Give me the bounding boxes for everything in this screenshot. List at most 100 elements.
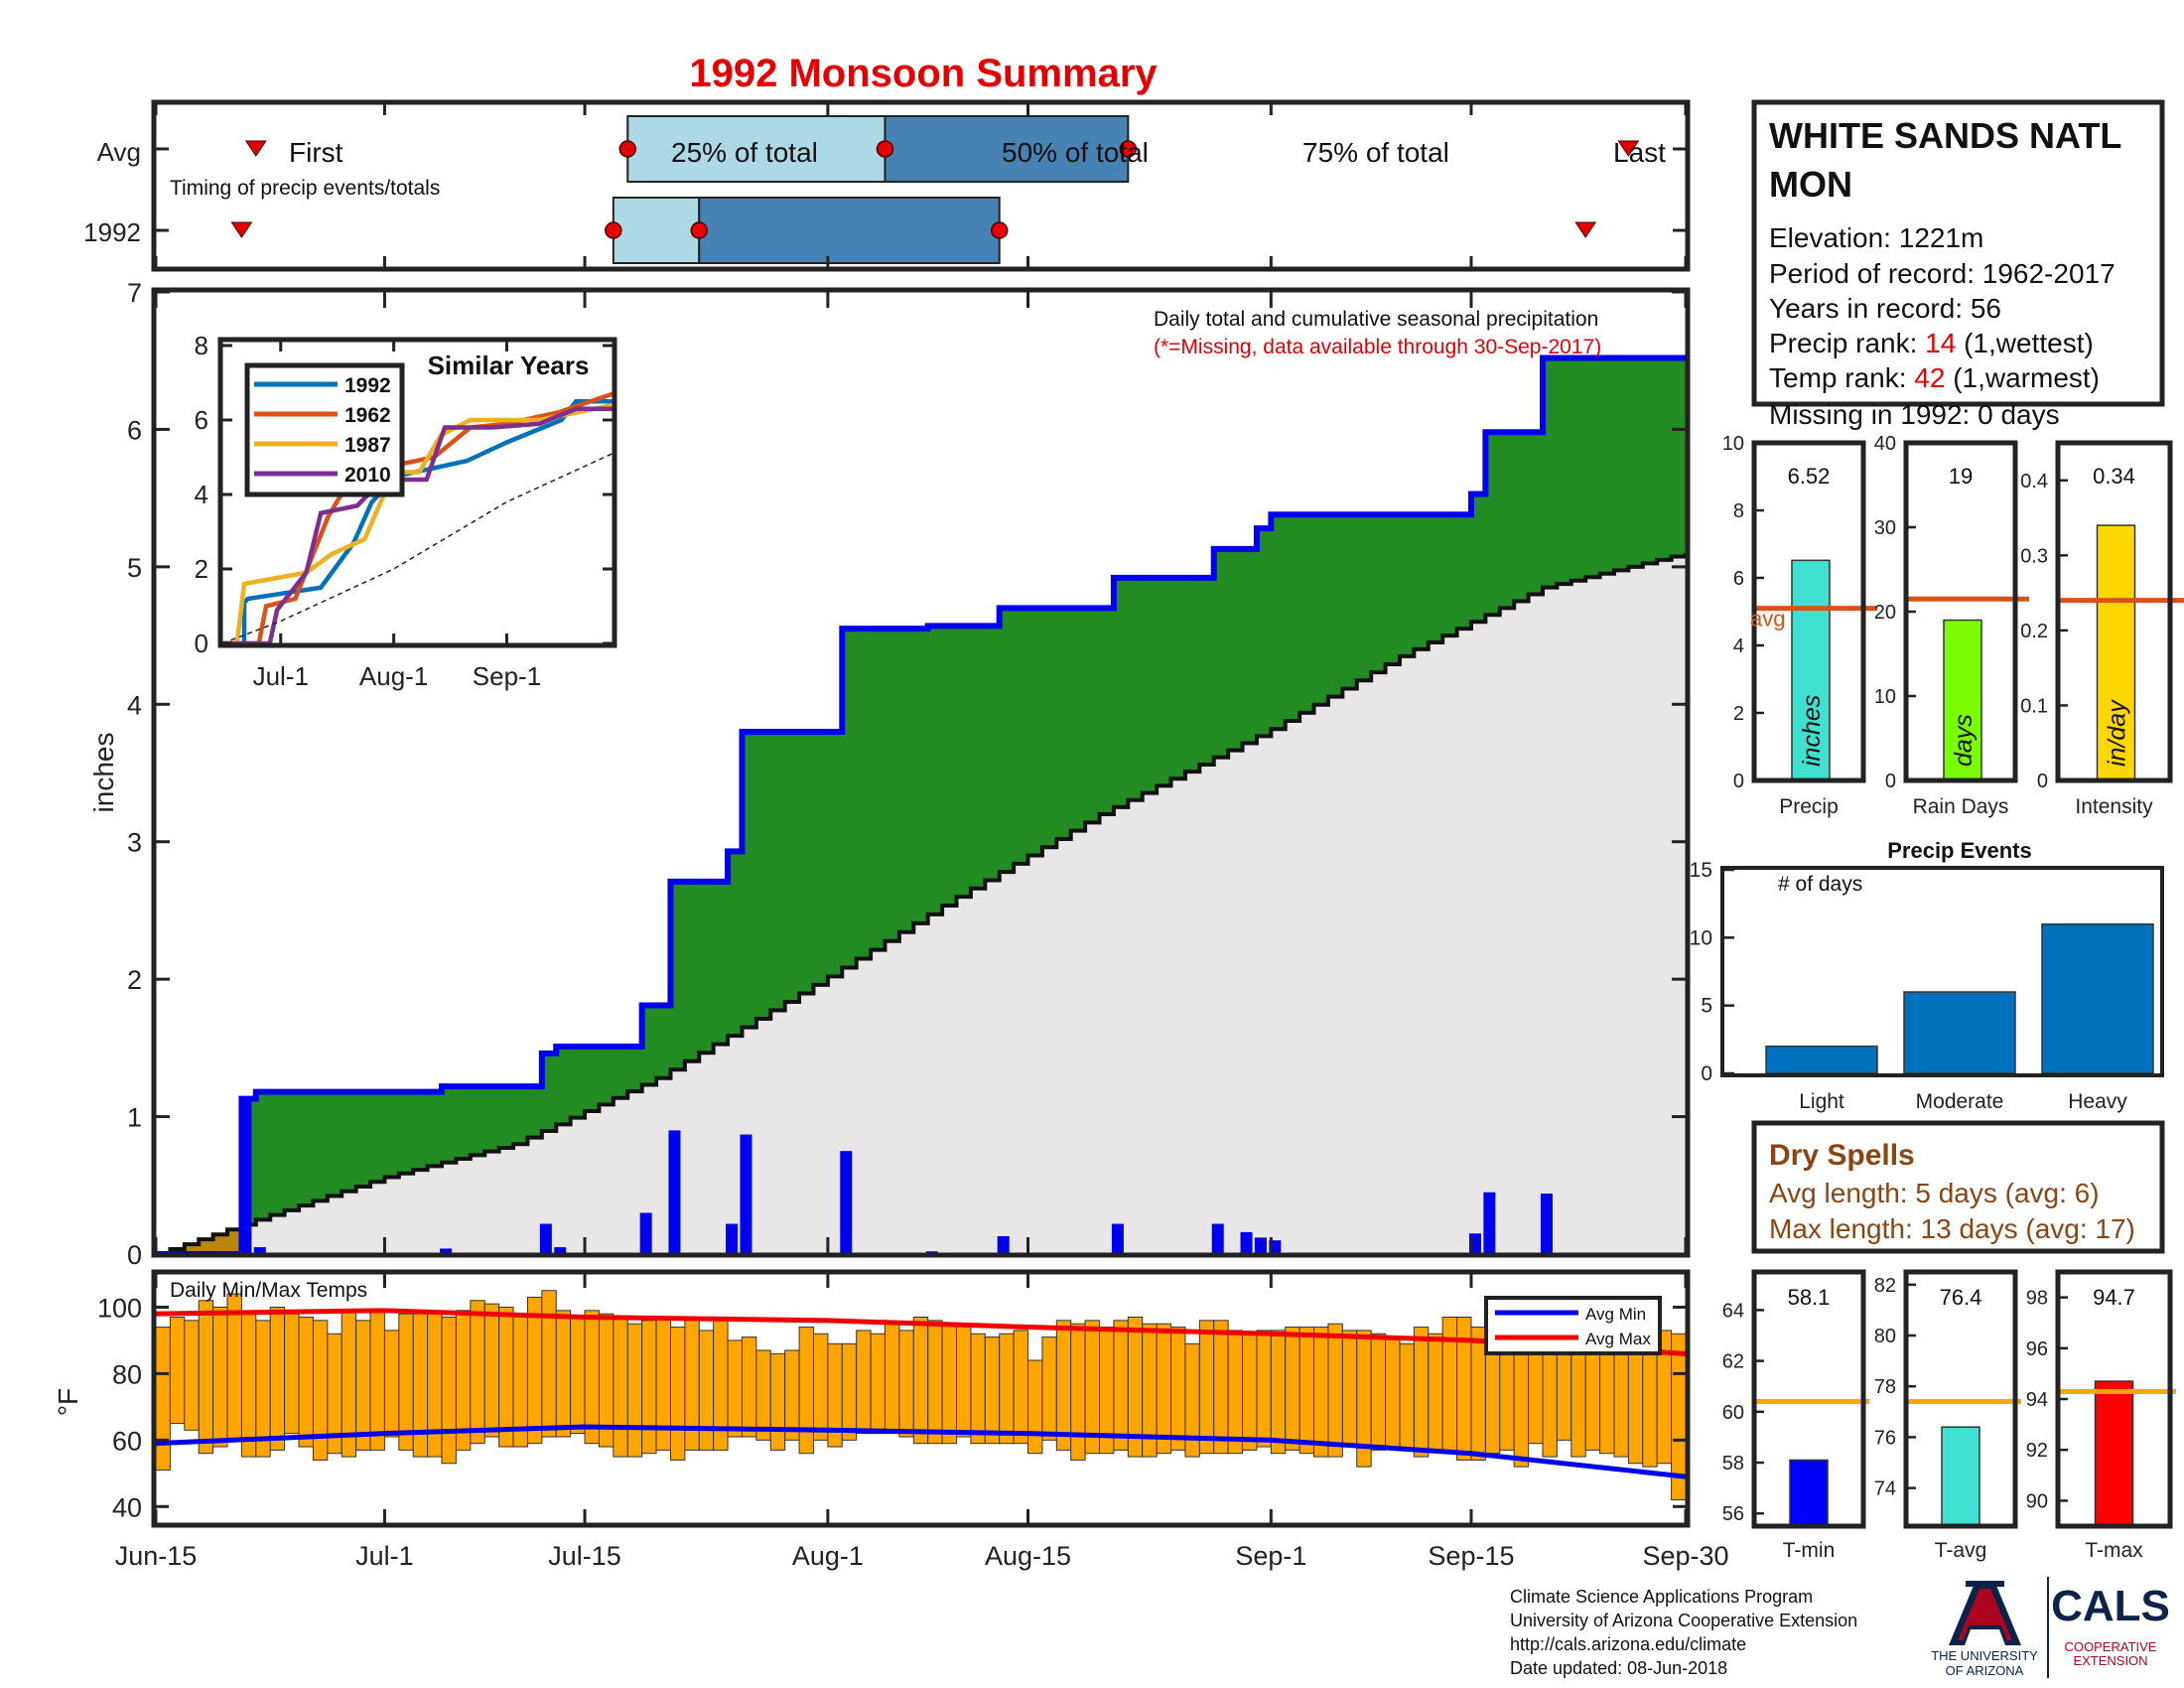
daily-temp-bar [212, 1306, 228, 1448]
x-axis-label: Sep-30 [1642, 1541, 1728, 1571]
temp-value-label: 94.7 [2093, 1285, 2135, 1310]
station-temp-rank: Temp rank: 42 (1,warmest) [1769, 362, 2100, 393]
daily-temp-bar [999, 1333, 1015, 1445]
daily-temp-bar [1399, 1342, 1415, 1451]
mini-value-label: 19 [1949, 464, 1973, 489]
dry-spells-title: Dry Spells [1769, 1139, 1915, 1172]
footer-line3: http://cals.arizona.edu/climate [1510, 1634, 1746, 1654]
chart-title: 1992 Monsoon Summary [689, 52, 1158, 95]
daily-temp-bar [669, 1327, 686, 1461]
timing-last-label: Last [1613, 137, 1666, 168]
daily-temp-bar [741, 1336, 757, 1438]
timing-box-upper-year [698, 197, 1001, 264]
daily-temp-bar [427, 1313, 443, 1458]
mini-ytick-label: 0.4 [2020, 471, 2048, 492]
daily-temp-bar [1298, 1327, 1315, 1455]
temp-panel-t-max: 94.7 T-max 90 92 94 96 98 [2026, 1269, 2176, 1562]
temp-ytick-label: 94 [2026, 1389, 2048, 1411]
temps-ytick-label: 100 [97, 1293, 142, 1323]
daily-temp-bar [1370, 1333, 1387, 1451]
daily-temp-bar [284, 1313, 300, 1435]
timing-p25-label: 25% of total [671, 137, 818, 168]
mini-unit-label: in/day [2104, 699, 2131, 767]
daily-temp-bar [1055, 1320, 1072, 1451]
daily-temp-bar [526, 1296, 543, 1445]
daily-temp-bar [1113, 1320, 1129, 1451]
mini-ytick-label: 0 [1885, 771, 1896, 792]
daily-temp-bar [613, 1317, 628, 1458]
daily-temp-bar [155, 1327, 171, 1471]
events-ylabel: # of days [1778, 873, 1862, 896]
temp-ytick-label: 98 [2026, 1288, 2048, 1310]
temp-panel-t-min: 58.1 T-min 56 58 60 62 64 [1722, 1269, 1869, 1562]
event-bar-moderate [1903, 991, 2016, 1074]
dry-spells-avg: Avg length: 5 days (avg: 6) [1769, 1178, 2100, 1208]
mini-value-bar [1791, 559, 1831, 781]
daily-temp-bar [1198, 1320, 1215, 1455]
daily-temp-bar [570, 1317, 586, 1435]
x-axis-label: Aug-15 [985, 1541, 1071, 1571]
mini-panel-frame [2055, 440, 2173, 783]
daily-temp-bar [1170, 1327, 1186, 1451]
temp-ytick-label: 76 [1874, 1427, 1896, 1449]
daily-temp-bar [1470, 1327, 1486, 1461]
x-axis-label: Sep-15 [1428, 1541, 1514, 1571]
event-bar-light [1765, 1045, 1878, 1074]
daily-temp-bar [927, 1320, 943, 1445]
temp-value-label: 76.4 [1940, 1285, 1982, 1310]
temp-rank-value: 42 [1914, 362, 1945, 393]
temps-legend-box [1484, 1296, 1662, 1355]
daily-temp-bar [1428, 1333, 1443, 1451]
daily-temp-bar [412, 1313, 429, 1458]
avg-max-line [155, 1308, 1687, 1356]
events-bars: Light Moderate Heavy 0 5 10 15 [1690, 859, 2160, 1113]
inset-xtick-label: Sep-1 [473, 661, 541, 691]
event-bar-heavy [2041, 922, 2154, 1074]
temps-legend: Avg Min Avg Max [1484, 1296, 1662, 1355]
mini-ytick-label: 4 [1733, 635, 1744, 657]
x-axis-label: Jul-1 [355, 1541, 414, 1571]
mini-panel-precip: 6.52 inches avg Precip 0 2 4 6 8 10 [1722, 433, 1877, 818]
main-note-line2: (*=Missing, data available through 30-Se… [1154, 336, 1601, 358]
daily-temp-bar [1156, 1323, 1172, 1455]
timing-frame [151, 99, 1691, 272]
main-ytick-label: 1 [127, 1103, 142, 1133]
temp-value-bar [1941, 1426, 1980, 1527]
events-ytick-label: 15 [1690, 859, 1712, 882]
temps-label: Daily Min/Max Temps [170, 1279, 367, 1302]
daily-temp-bar [769, 1352, 786, 1451]
dry-spells-box: Dry Spells Avg length: 5 days (avg: 6) M… [1751, 1120, 2165, 1254]
daily-temp-bar [269, 1306, 286, 1451]
daily-temp-bar [898, 1330, 914, 1438]
mini-value-bar [1943, 619, 1982, 781]
footer-line2: University of Arizona Cooperative Extens… [1510, 1611, 1857, 1630]
inset-legend-label-1962: 1962 [344, 404, 391, 427]
temp-category-label: T-max [2085, 1539, 2143, 1562]
temp-ytick-label: 90 [2026, 1490, 2048, 1512]
temp-ytick-label: 74 [1874, 1478, 1896, 1500]
mini-ytick-label: 0 [1733, 771, 1744, 792]
mini-ytick-label: 8 [1733, 500, 1744, 522]
inset-xtick-label: Aug-1 [359, 661, 428, 691]
daily-temp-bar [956, 1323, 972, 1438]
event-category-label: Light [1799, 1090, 1844, 1113]
temp-ytick-label: 56 [1722, 1503, 1744, 1525]
mini-ytick-label: 10 [1722, 433, 1744, 455]
temp-panel-frame [1751, 1269, 1866, 1529]
temps-y-axis: 40 60 80 100 [97, 1274, 1688, 1523]
x-axis-label: Jul-15 [548, 1541, 621, 1571]
daily-temp-bar [298, 1317, 314, 1448]
timing-first-marker-avg [244, 140, 267, 157]
daily-temp-bar [727, 1339, 743, 1438]
dry-spells-frame [1751, 1120, 2165, 1254]
precip-events-panel: Precip Events Light Moderate Heavy 0 5 10 15 #… [1690, 838, 2164, 1113]
daily-precip-bar [539, 1223, 552, 1254]
daily-temp-bar [541, 1290, 557, 1438]
mini-ytick-label: 30 [1874, 517, 1896, 539]
daily-temp-bar [1027, 1359, 1043, 1455]
station-elevation: Elevation: 1221m [1769, 222, 1983, 253]
timing-p75-label: 75% of total [1302, 137, 1449, 168]
mini-ytick-label: 10 [1874, 686, 1896, 708]
inset-ytick-label: 6 [195, 405, 208, 435]
temp-ytick-label: 58 [1722, 1453, 1744, 1475]
